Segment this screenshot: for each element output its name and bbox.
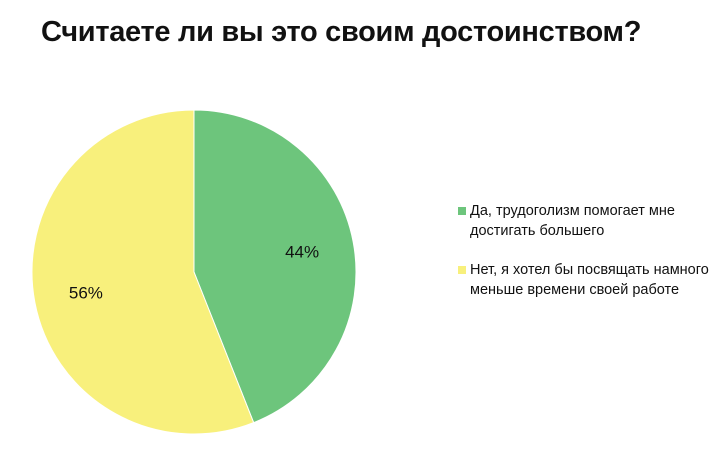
- legend-label-yes: Да, трудоголизм помогает мне достигать б…: [470, 203, 675, 239]
- legend-swatch-yes: [458, 207, 466, 215]
- pie-slice-no: [31, 109, 255, 435]
- pie-label-no: 56%: [69, 284, 103, 303]
- pie-label-yes: 44%: [285, 242, 319, 261]
- chart-title: Считаете ли вы это своим достоинством?: [41, 16, 642, 48]
- pie-slice-labels: 44% 56%: [69, 242, 319, 302]
- legend-item-no: Нет, я хотел бы посвящать намного меньше…: [458, 260, 720, 300]
- legend: Да, трудоголизм помогает мне достигать б…: [458, 201, 720, 319]
- legend-swatch-no: [458, 266, 466, 274]
- pie-slice-yes: [193, 109, 357, 424]
- pie-slices: [31, 109, 357, 435]
- legend-item-yes: Да, трудоголизм помогает мне достигать б…: [458, 201, 720, 241]
- legend-label-no: Нет, я хотел бы посвящать намного меньше…: [470, 262, 709, 298]
